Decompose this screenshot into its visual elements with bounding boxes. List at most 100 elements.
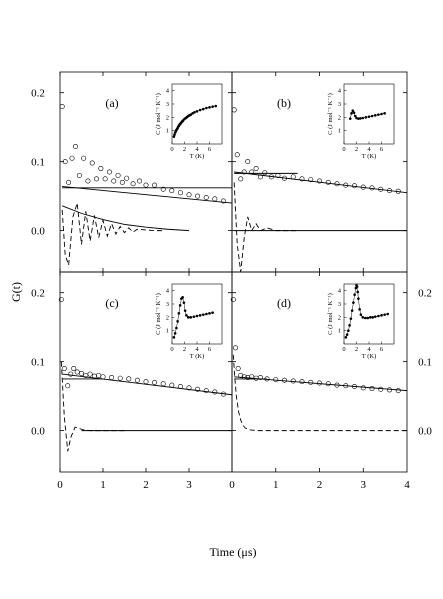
- data-point: [117, 375, 123, 381]
- x-tick-label: 4: [404, 479, 410, 491]
- x-tick-label: 3: [186, 479, 192, 491]
- inset-point: [356, 290, 360, 294]
- inset-point: [358, 117, 362, 120]
- data-point: [81, 155, 87, 161]
- data-point: [220, 198, 226, 204]
- data-point: [98, 166, 104, 172]
- inset-point: [181, 296, 184, 299]
- inset-point: [205, 106, 208, 110]
- data-point: [160, 381, 166, 387]
- data-point: [106, 169, 112, 175]
- data-point: [334, 382, 340, 388]
- data-point: [351, 183, 357, 189]
- data-point: [74, 369, 80, 375]
- data-point: [360, 385, 366, 391]
- inset-point: [366, 316, 370, 320]
- inset-x-tick-label: 6: [380, 346, 384, 353]
- data-point: [124, 175, 130, 181]
- inset-point: [214, 104, 218, 108]
- inset-y-tick-label: 2: [338, 314, 341, 321]
- data-point: [343, 383, 349, 389]
- data-point: [249, 169, 255, 175]
- data-point: [69, 155, 75, 161]
- right-y-tick-label: 0.1: [418, 357, 432, 369]
- data-point: [61, 366, 67, 372]
- x-tick-label: 3: [361, 479, 367, 491]
- inset-point: [345, 333, 349, 336]
- inset-y-tick-label: 4: [338, 288, 342, 295]
- data-point: [126, 376, 132, 382]
- data-point: [100, 374, 106, 380]
- inset-point: [351, 109, 355, 112]
- data-point: [220, 391, 226, 397]
- inset-x-tick-label: 6: [380, 146, 384, 153]
- inset-point: [208, 106, 211, 109]
- data-point: [177, 190, 183, 196]
- inset-point: [348, 324, 351, 327]
- inset-y-tick-label: 4: [338, 88, 342, 95]
- inset-point: [195, 110, 199, 113]
- inset-point: [353, 293, 356, 296]
- data-point: [111, 178, 117, 184]
- data-point: [160, 186, 166, 192]
- inset-point: [198, 108, 202, 112]
- data-point: [152, 182, 158, 188]
- data-point: [212, 196, 218, 202]
- data-point: [386, 387, 392, 393]
- data-point: [115, 172, 121, 178]
- inset-x-tick-label: 4: [195, 146, 199, 153]
- panel-tag: (d): [277, 296, 291, 310]
- inset-point: [377, 314, 380, 318]
- inset-point: [355, 285, 359, 288]
- y-tick-label: 0.1: [31, 357, 45, 369]
- inset-x-tick-label: 6: [208, 146, 212, 153]
- inset-point: [172, 336, 176, 339]
- inset-y-label: C (J mol⁻¹ K⁻¹): [155, 293, 162, 335]
- inset-point: [176, 320, 179, 323]
- data-point: [235, 366, 241, 372]
- fit-line: [234, 171, 408, 194]
- inset-x-tick-label: 2: [355, 346, 358, 353]
- inset-point: [363, 316, 367, 320]
- panel-tag: (b): [277, 96, 291, 110]
- inset-point: [211, 105, 214, 108]
- inset-point: [361, 316, 365, 319]
- inset-point: [357, 297, 360, 300]
- inset-y-label: C (J mol⁻¹ K⁻¹): [327, 93, 334, 135]
- data-point: [72, 143, 78, 149]
- inset-point: [175, 326, 178, 330]
- data-point: [360, 184, 366, 190]
- data-point: [87, 371, 93, 377]
- inset-point: [370, 114, 374, 118]
- inset-y-tick-label: 1: [166, 328, 169, 335]
- y-tick-label: 0.0: [31, 426, 45, 438]
- inset-x-tick-label: 4: [195, 346, 199, 353]
- inset-point: [364, 116, 368, 119]
- data-point: [89, 160, 95, 166]
- data-point: [59, 103, 65, 109]
- inset-point: [344, 336, 348, 339]
- data-point: [378, 186, 384, 192]
- data-point: [245, 375, 251, 381]
- data-point: [257, 174, 263, 180]
- data-point: [275, 172, 281, 178]
- inset-point: [178, 304, 182, 307]
- inset-point: [192, 315, 196, 318]
- inset-point: [189, 113, 193, 116]
- data-point: [241, 374, 247, 380]
- inset-point: [371, 316, 375, 319]
- data-point: [316, 380, 322, 386]
- data-point: [351, 383, 357, 389]
- x-axis-title: Time (μs): [210, 545, 257, 559]
- inset-point: [208, 312, 211, 315]
- inset-point: [352, 301, 355, 304]
- inset-x-tick-label: 0: [342, 146, 345, 153]
- data-point: [249, 374, 255, 380]
- inset-point: [380, 314, 383, 317]
- data-point: [83, 372, 89, 378]
